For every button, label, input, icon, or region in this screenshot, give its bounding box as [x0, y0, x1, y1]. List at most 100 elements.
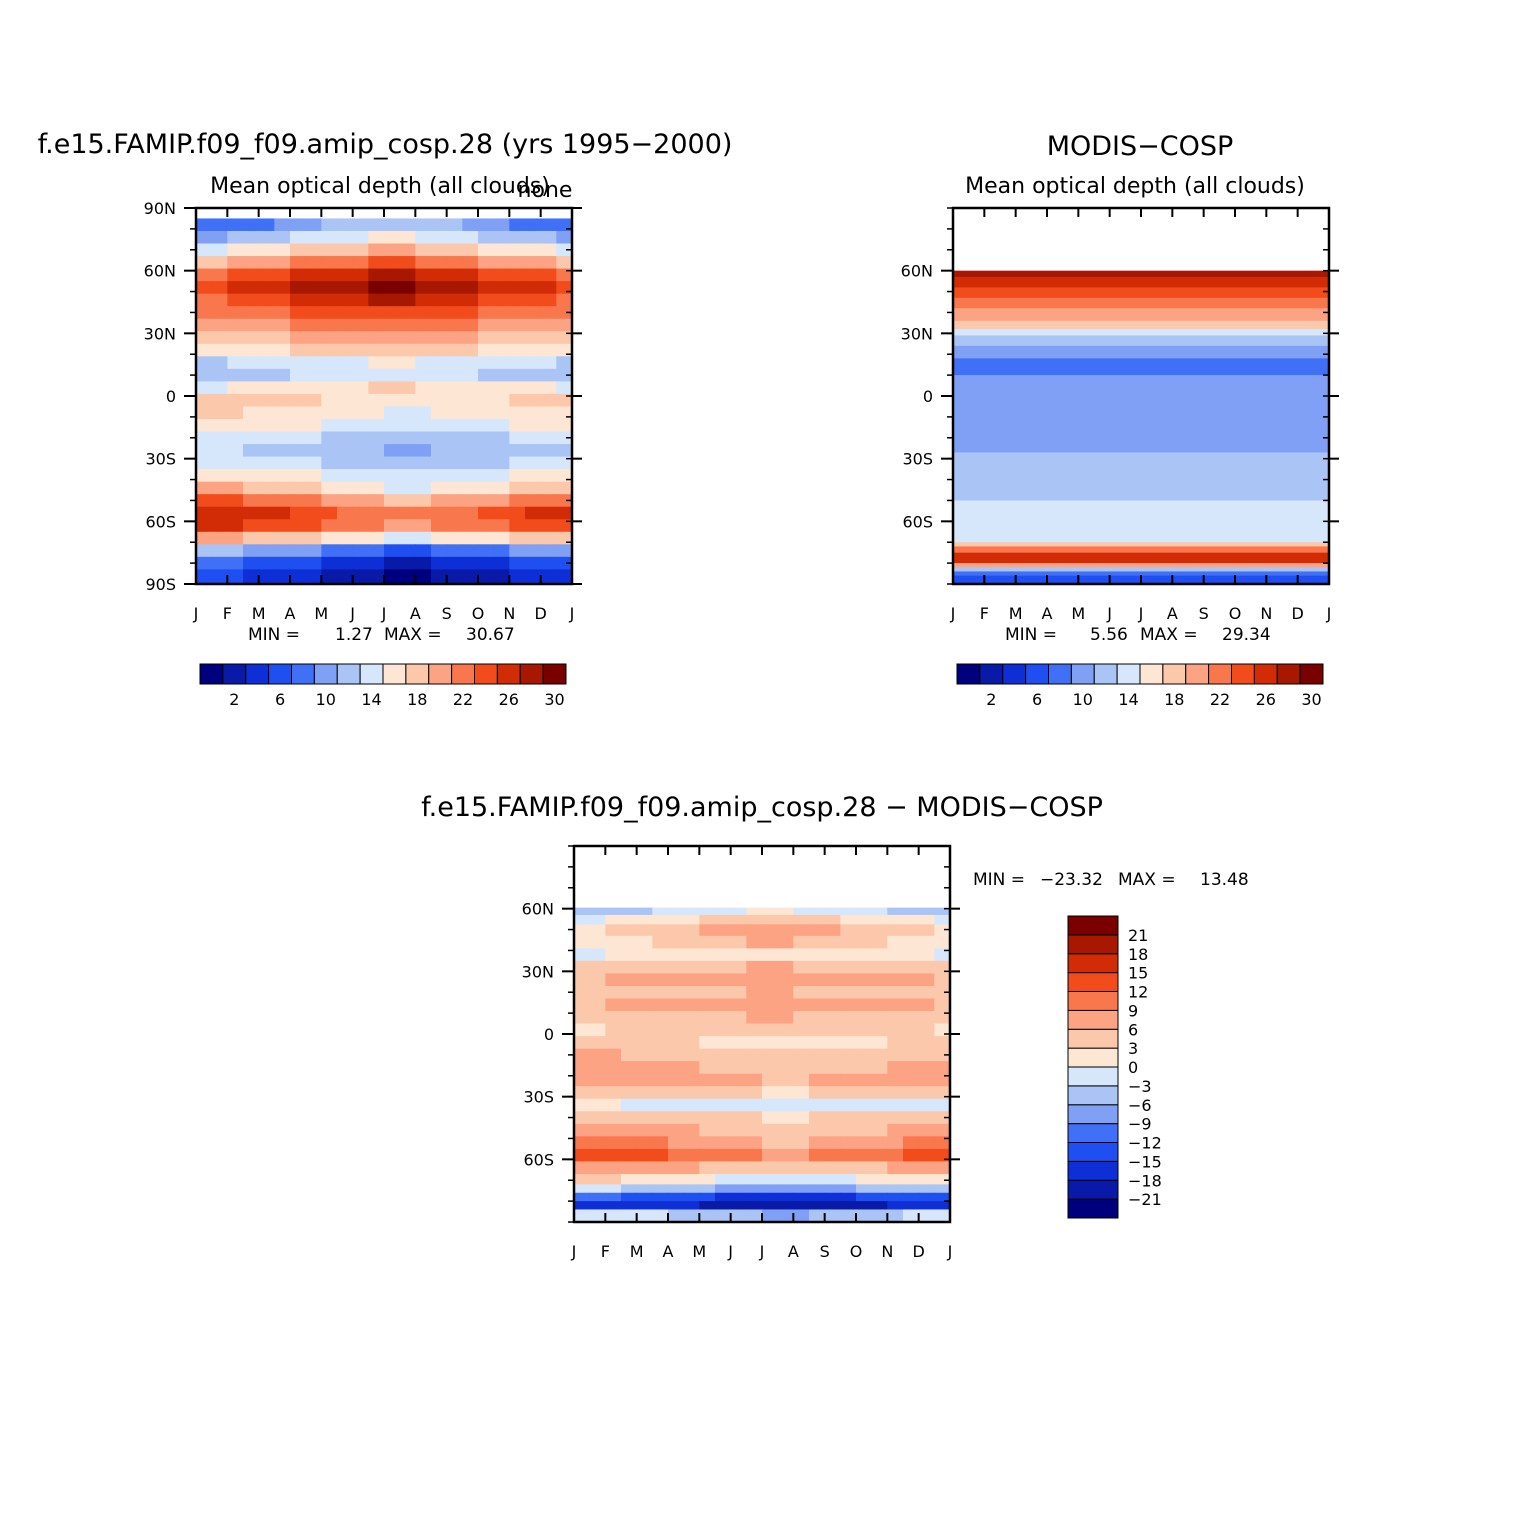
field-cell — [415, 381, 432, 395]
field-cell — [478, 531, 495, 545]
zonal-band — [953, 452, 1329, 501]
x-tick-label: A — [788, 1242, 799, 1261]
field-cell — [699, 1086, 716, 1100]
field-cell — [493, 456, 510, 470]
field-cell — [824, 973, 841, 987]
field-cell — [493, 318, 510, 332]
field-cell — [605, 935, 622, 949]
field-cell — [856, 907, 873, 916]
field-cell — [793, 935, 810, 949]
field-cell — [368, 306, 385, 320]
field-cell — [493, 331, 510, 345]
field-cell — [871, 1161, 888, 1175]
field-cell — [305, 243, 322, 257]
field-cell — [384, 506, 401, 520]
field-cell — [652, 1011, 669, 1025]
field-cell — [540, 556, 557, 570]
field-cell — [824, 1086, 841, 1100]
field-cell — [589, 1111, 606, 1125]
field-cell — [352, 519, 369, 533]
field-cell — [368, 381, 385, 395]
field-cell — [746, 1161, 763, 1175]
obs-title: MODIS−COSP — [1047, 131, 1234, 162]
field-cell — [840, 896, 857, 909]
field-cell — [384, 494, 401, 508]
field-cell — [589, 960, 606, 975]
field-cell — [762, 1036, 779, 1050]
field-cell — [243, 444, 260, 458]
field-cell — [352, 368, 369, 382]
field-cell — [274, 406, 291, 420]
field-cell — [540, 469, 557, 483]
x-tick-label: O — [472, 604, 485, 623]
field-cell — [446, 469, 463, 483]
field-cell — [509, 444, 526, 458]
field-cell — [746, 973, 763, 987]
x-tick-label: N — [881, 1242, 893, 1261]
field-cell — [934, 1209, 951, 1223]
field-cell — [636, 1011, 653, 1025]
zonal-band — [953, 320, 1329, 330]
field-cell — [746, 1201, 763, 1211]
field-cell — [227, 318, 244, 332]
field-cell — [525, 331, 542, 345]
field-cell — [540, 318, 557, 332]
field-cell — [196, 556, 213, 570]
field-cell — [574, 1209, 591, 1223]
field-cell — [605, 985, 622, 1000]
field-cell — [196, 431, 213, 445]
field-cell — [493, 506, 510, 520]
field-cell — [305, 281, 322, 295]
field-cell — [605, 1086, 622, 1100]
field-cell — [668, 948, 685, 962]
field-cell — [668, 985, 685, 1000]
field-cell — [824, 985, 841, 1000]
field-cell — [840, 846, 857, 860]
colorbar-swatch — [1067, 1085, 1119, 1106]
field-cell — [431, 506, 448, 520]
field-cell — [556, 481, 573, 495]
field-cell — [540, 381, 557, 395]
field-cell — [493, 381, 510, 395]
field-cell — [840, 1192, 857, 1202]
field-cell — [730, 998, 747, 1012]
colorbar-swatch — [1067, 1066, 1119, 1087]
field-cell — [574, 1036, 591, 1050]
field-cell — [636, 948, 653, 962]
field-cell — [290, 431, 307, 445]
y-tick-label: 60N — [144, 262, 176, 281]
field-cell — [793, 1148, 810, 1163]
field-cell — [493, 281, 510, 295]
field-cell — [227, 293, 244, 307]
zonal-band — [953, 208, 1329, 272]
field-cell — [762, 1023, 779, 1037]
x-tick-label: S — [1199, 604, 1209, 623]
field-cell — [493, 208, 510, 220]
field-cell — [211, 243, 228, 257]
field-cell — [668, 1123, 685, 1137]
colorbar-swatch — [1067, 1047, 1119, 1068]
field-cell — [918, 1011, 935, 1025]
field-cell — [793, 1123, 810, 1137]
model-max-value: 30.67 — [466, 625, 515, 645]
field-cell — [683, 1086, 700, 1100]
colorbar-label: 6 — [1032, 690, 1042, 709]
x-tick-label: A — [1167, 604, 1178, 623]
field-cell — [683, 1201, 700, 1211]
field-cell — [793, 1173, 810, 1185]
field-cell — [227, 469, 244, 483]
field-cell — [352, 243, 369, 257]
field-cell — [777, 1086, 794, 1100]
field-cell — [227, 506, 244, 520]
zonal-band — [953, 563, 1329, 568]
field-cell — [683, 1192, 700, 1202]
field-cell — [809, 1201, 826, 1211]
field-cell — [636, 1201, 653, 1211]
field-cell — [258, 556, 275, 570]
field-cell — [478, 293, 495, 307]
field-cell — [840, 1148, 857, 1163]
field-cell — [352, 281, 369, 295]
field-cell — [243, 368, 260, 382]
field-cell — [636, 877, 653, 897]
